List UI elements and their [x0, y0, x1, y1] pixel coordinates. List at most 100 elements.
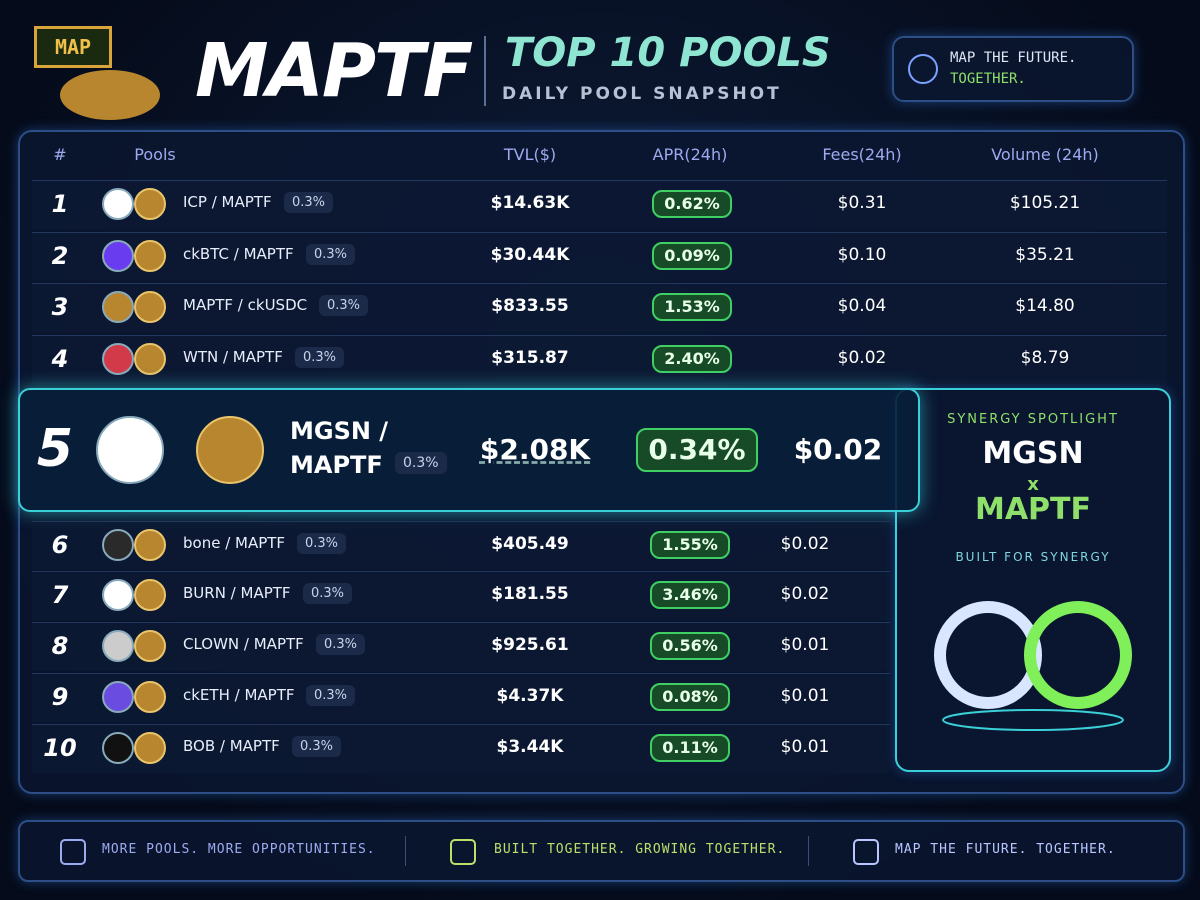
column-header: Fees(24h): [822, 145, 902, 164]
column-header: TVL($): [503, 145, 557, 164]
fee-badge: 0.3%: [306, 244, 356, 265]
brand: MAPTF: [195, 28, 473, 114]
token-icon: [102, 630, 134, 662]
apr-pill: 0.62%: [652, 190, 732, 218]
spotlight-right: MAPTF: [974, 492, 1091, 527]
row-bg: [32, 673, 890, 722]
apr-pill: 0.56%: [650, 632, 730, 660]
apr-pill: 1.55%: [650, 531, 730, 559]
tvl: $2.08K: [479, 433, 591, 466]
apr-pill: 0.34%: [636, 428, 758, 472]
token-icon: [102, 240, 134, 272]
footer-divider: [405, 836, 406, 866]
row-bg: [32, 521, 890, 570]
fees: $0.10: [837, 245, 887, 265]
tagline-2: TOGETHER.: [950, 71, 1026, 87]
apr-pill: 2.40%: [652, 345, 732, 373]
rank: 6: [51, 530, 69, 559]
tagline-1: MAP THE FUTURE.: [950, 50, 1077, 66]
tvl: $405.49: [491, 534, 569, 554]
token-icon: [134, 188, 166, 220]
spotlight-label: SYNERGY SPOTLIGHT: [947, 412, 1119, 427]
token-icon: [134, 529, 166, 561]
apr-pill: 0.08%: [650, 683, 730, 711]
spotlight-panel: SYNERGY SPOTLIGHT MGSN x MAPTF BUILT FOR…: [895, 388, 1171, 772]
spotlight-left: MGSN: [982, 436, 1084, 471]
token-icon: [134, 579, 166, 611]
row-bg: [32, 622, 890, 671]
fees: $0.01: [780, 737, 830, 757]
row-bg: [32, 571, 890, 620]
title: TOP 10 POOLS: [505, 30, 831, 76]
pair: MGSN / MAPTF: [290, 417, 389, 479]
ring-left: [934, 601, 1042, 709]
fees: $0.01: [780, 686, 830, 706]
row-bg: [32, 232, 1167, 281]
footer-icon: [853, 839, 879, 865]
glow-base: [942, 709, 1124, 731]
apr-pill: 3.46%: [650, 581, 730, 609]
token-icon: [102, 579, 134, 611]
token-icon: [102, 343, 134, 375]
pair: ckBTC / MAPTF: [183, 245, 294, 263]
tvl: $925.61: [491, 635, 569, 655]
infinity-art: [934, 601, 1132, 731]
pair: bone / MAPTF: [183, 534, 286, 552]
apr-pill: 0.11%: [650, 734, 730, 762]
ring-right: [1024, 601, 1132, 709]
pair: CLOWN / MAPTF: [183, 635, 304, 653]
rank: 3: [51, 292, 69, 321]
tvl: $30.44K: [490, 245, 570, 265]
row-bg: [32, 283, 1167, 332]
globe-icon: [908, 54, 938, 84]
fee-badge: 0.3%: [284, 192, 334, 213]
rank: 5: [36, 418, 74, 479]
row-bg: [32, 724, 890, 773]
fee-badge: 0.3%: [303, 583, 353, 604]
fee-badge: 0.3%: [295, 347, 345, 368]
pair: ckETH / MAPTF: [183, 686, 295, 704]
rank: 4: [51, 344, 69, 373]
token-icon: [134, 343, 166, 375]
fee-badge: 0.3%: [306, 685, 356, 706]
token-icon: [102, 529, 134, 561]
fees: $0.02: [793, 433, 883, 466]
column-header: Pools: [134, 145, 176, 164]
fee-badge: 0.3%: [395, 452, 447, 474]
rank: 9: [51, 682, 69, 711]
apr-pill: 0.09%: [652, 242, 732, 270]
token-icon: [134, 630, 166, 662]
volume: $105.21: [1009, 193, 1081, 213]
fees: $0.01: [780, 635, 830, 655]
footer-text: BUILT TOGETHER. GROWING TOGETHER.: [494, 842, 786, 857]
pair: BURN / MAPTF: [183, 584, 291, 602]
fees: $0.02: [837, 348, 887, 368]
logo-potato: [60, 70, 160, 120]
spotlight-joiner: x: [1027, 474, 1039, 495]
tvl: $3.44K: [496, 737, 564, 757]
tvl: $315.87: [491, 348, 569, 368]
fee-badge: 0.3%: [316, 634, 366, 655]
row-bg: [32, 180, 1167, 229]
pair: WTN / MAPTF: [183, 348, 283, 366]
footer-divider: [808, 836, 809, 866]
fee-badge: 0.3%: [292, 736, 342, 757]
divider: [484, 36, 486, 106]
fee-badge: 0.3%: [319, 295, 369, 316]
column-header: #: [53, 145, 67, 164]
tagline-box: MAP THE FUTURE. TOGETHER.: [892, 36, 1134, 102]
column-header: Volume (24h): [991, 145, 1099, 164]
pair: ICP / MAPTF: [183, 193, 272, 211]
footer-text: MORE POOLS. MORE OPPORTUNITIES.: [102, 842, 376, 857]
tvl: $14.63K: [490, 193, 570, 213]
token-icon: [134, 681, 166, 713]
token-icon: [134, 240, 166, 272]
footer-icon: [450, 839, 476, 865]
token-icon: [96, 416, 164, 484]
fees: $0.31: [837, 193, 887, 213]
volume: $35.21: [1015, 245, 1075, 265]
highlight-row: [18, 388, 920, 512]
tvl: $4.37K: [496, 686, 564, 706]
volume: $14.80: [1015, 296, 1075, 316]
